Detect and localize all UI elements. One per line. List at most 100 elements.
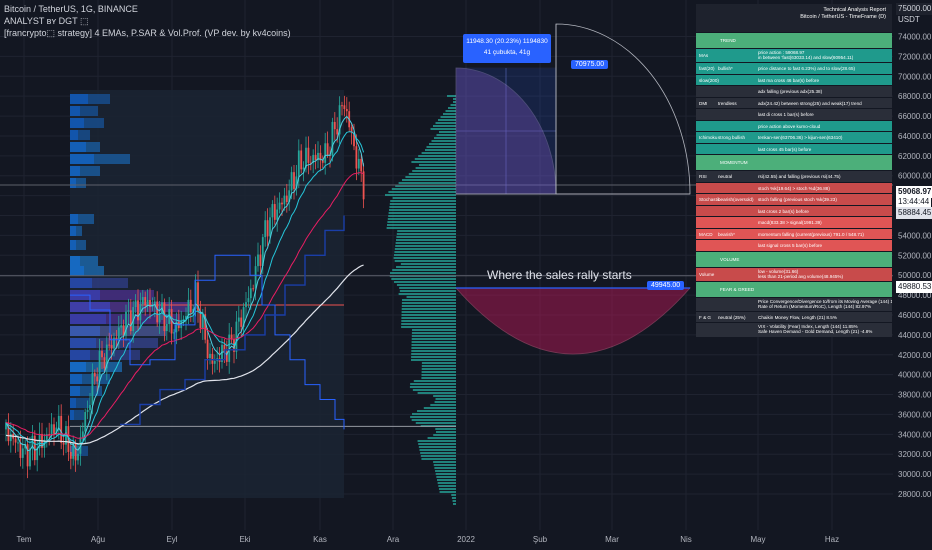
candle-body	[252, 288, 255, 290]
candle-body	[341, 105, 343, 107]
level-label[interactable]: 49945.00	[647, 281, 685, 290]
indicator-analyst[interactable]: ANALYST ʙʏ DGT ⬚	[4, 16, 89, 26]
left-profile-bar	[70, 278, 128, 288]
report-detail-2: less than 21-period avg volume(48.945%)	[758, 273, 844, 279]
y-axis-tick-label: 64000.00	[898, 132, 932, 141]
fib-arc-lower	[455, 287, 691, 355]
report-detail: price distance to fast 6.23%) and to slo…	[758, 66, 856, 72]
y-axis-tick-label: 70000.00	[898, 72, 932, 81]
candle-body	[117, 327, 120, 340]
candle-body	[180, 320, 183, 329]
report-title-line2: Bitcoin / TetherUS - TimeFrame (D)	[800, 13, 886, 20]
candle-body	[204, 314, 207, 340]
candle-body	[266, 220, 269, 237]
measure-tooltip[interactable]: 11948.30 (20.23%) 1194830 41 çubukta, 41…	[463, 34, 551, 63]
candle-body	[57, 415, 60, 428]
report-row: MAs price action : 59068.97 in between 'fa…	[696, 48, 892, 63]
countdown-tag: 13:44:44	[896, 196, 932, 208]
report-status: VOLUME	[720, 256, 740, 262]
target-label[interactable]: 70975.00	[571, 60, 609, 69]
report-status: neutral (25%)	[718, 314, 746, 320]
candle-body	[247, 298, 250, 303]
report-status: bearish(oversold)	[718, 197, 754, 203]
candle-body	[257, 254, 259, 267]
candle-body	[290, 172, 293, 191]
level-price-tag: 49880.53	[896, 281, 932, 293]
report-status: MOMENTUM	[720, 160, 748, 166]
report-indicator: RSI	[699, 174, 707, 180]
report-row: Price Convergence/Divergence to/from its…	[696, 296, 892, 312]
candle-body	[293, 172, 295, 189]
report-row: macd(833.38 > signal(1991.39)	[696, 216, 892, 229]
report-row: F & G neutral (25%) Chaikin Money Flow, Le…	[696, 310, 892, 323]
measure-line2: 41 çubukta, 41g	[483, 49, 531, 56]
report-row: fast(20) bullish* price distance to fast 6…	[696, 62, 892, 75]
report-row: MACD bearish* momentum falling (current(pr…	[696, 227, 892, 240]
y-axis-tick-label: 32000.00	[898, 450, 932, 459]
y-axis-tick-label: 52000.00	[898, 251, 932, 260]
candle-body	[62, 442, 65, 445]
annotation-text[interactable]: Where the sales rally starts	[487, 268, 632, 282]
candle-body	[189, 299, 192, 313]
candle-body	[127, 310, 130, 312]
report-row: last signal cross 5 bar(s) before	[696, 239, 892, 252]
report-indicator: MACD	[699, 231, 713, 237]
candle-body	[221, 344, 223, 362]
report-indicator: F & G	[699, 314, 711, 320]
candle-body	[314, 154, 317, 160]
candle-body	[91, 372, 94, 405]
candle-body	[5, 422, 7, 430]
candle-body	[60, 415, 63, 443]
report-row: TREND	[696, 32, 892, 49]
candle-body	[295, 176, 298, 189]
left-profile-bar	[70, 118, 104, 128]
candle-body	[321, 160, 324, 163]
candle-body	[336, 129, 339, 135]
ema-mid-line	[5, 131, 365, 446]
currency-label: USDT	[898, 15, 920, 24]
top-price-tag: 75000.00	[896, 3, 932, 15]
report-detail-2: Rate of Return (Momentum/RoC), Length (1…	[758, 303, 872, 309]
candle-body	[158, 312, 161, 323]
report-indicator: slow(200)	[699, 77, 719, 83]
left-profile-bar	[70, 314, 180, 324]
measure-line1: 11948.30 (20.23%) 1194830	[466, 38, 548, 45]
left-profile-bar	[70, 178, 86, 188]
candle-body	[137, 300, 139, 321]
report-title: Technical Analysis Report Bitcoin / Teth…	[800, 7, 886, 20]
report-detail: adx falling (previous adx(25.38)	[758, 89, 823, 95]
report-row: FEAR & GREED	[696, 280, 892, 298]
indicator-strategy[interactable]: [francrypto⬚ strategy] 4 EMAs, P.SAR & V…	[4, 28, 291, 38]
report-row: VOLUME	[696, 250, 892, 268]
left-profile-bar	[70, 256, 98, 266]
symbol-title[interactable]: Bitcoin / TetherUS, 1G, BINANCE	[4, 4, 138, 14]
report-detail: Price Convergence/Divergence to/from its…	[758, 298, 892, 304]
report-title-line1: Technical Analysis Report	[823, 7, 886, 13]
candle-body	[175, 321, 178, 333]
left-profile-bar	[70, 374, 110, 384]
report-indicator: DMI	[699, 100, 708, 106]
candle-body	[105, 344, 108, 369]
y-axis-tick-label: 28000.00	[898, 490, 932, 499]
candle-body	[194, 282, 197, 309]
left-profile-bar	[70, 350, 140, 360]
candle-body	[300, 150, 303, 170]
candle-body	[173, 332, 175, 334]
candle-body	[149, 300, 151, 308]
candle-body	[125, 311, 127, 336]
candle-body	[185, 316, 187, 320]
y-axis-tick-label: 60000.00	[898, 172, 932, 181]
candle-body	[254, 266, 257, 289]
x-axis-tick-label: Şub	[533, 535, 548, 544]
candle-body	[187, 299, 190, 317]
candle-body	[237, 317, 240, 322]
candle-body	[209, 353, 211, 359]
report-row: Volume low - volume(31.66) less than 21-pe…	[696, 266, 892, 282]
candle-body	[312, 154, 315, 164]
candle-body	[283, 195, 286, 205]
x-axis-tick-label: Mar	[605, 535, 619, 544]
left-profile-bar	[70, 226, 82, 236]
candle-body	[77, 453, 79, 461]
report-row: slow(200) last ma cross 46 bar(s) before	[696, 73, 892, 86]
candle-body	[84, 412, 87, 432]
